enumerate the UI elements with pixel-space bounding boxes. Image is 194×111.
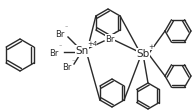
Text: Br: Br bbox=[62, 63, 72, 72]
Text: Br: Br bbox=[55, 30, 65, 39]
Text: +4: +4 bbox=[87, 41, 97, 47]
Text: ⁻: ⁻ bbox=[65, 26, 68, 31]
Text: Br: Br bbox=[49, 49, 59, 57]
Text: Sb: Sb bbox=[136, 49, 150, 59]
Text: ⁻: ⁻ bbox=[72, 60, 75, 65]
Text: ⁻: ⁻ bbox=[59, 45, 62, 50]
Text: Sn: Sn bbox=[75, 46, 89, 56]
Text: ⁻: ⁻ bbox=[115, 31, 118, 36]
Text: +: + bbox=[148, 44, 154, 50]
Text: Br: Br bbox=[105, 35, 115, 44]
